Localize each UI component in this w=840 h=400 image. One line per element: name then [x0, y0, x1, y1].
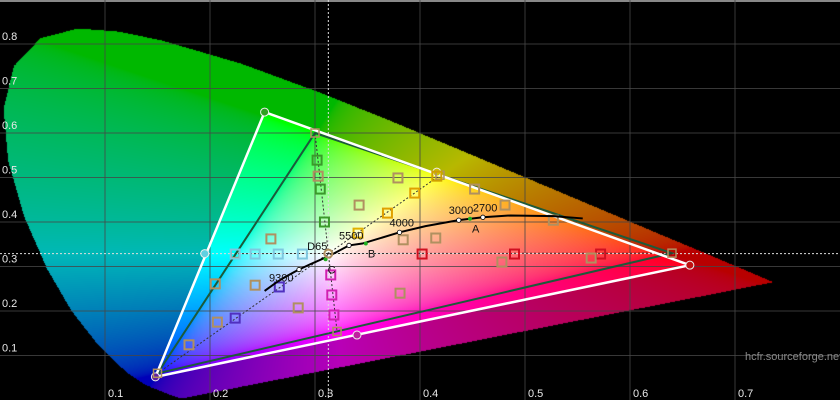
reference-magenta-target [332, 326, 342, 337]
illuminant-point [363, 241, 368, 246]
saturation-target-square [392, 172, 404, 184]
x-tick-label: 0.2 [213, 388, 228, 400]
y-tick-label: 0.7 [2, 76, 17, 88]
saturation-target-square [183, 339, 195, 351]
reference-red-target [667, 248, 677, 258]
saturation-target-square [509, 248, 520, 260]
y-tick-label: 0.8 [2, 31, 17, 43]
x-tick-label: 0.1 [108, 388, 123, 400]
saturation-target-square [397, 234, 409, 246]
measured-green-point [260, 107, 270, 117]
y-tick-label: 0.1 [2, 343, 17, 355]
saturation-target-square [265, 233, 277, 245]
saturation-target-square [311, 154, 323, 166]
measured-cyan-point [200, 249, 210, 259]
reference-green-target [310, 128, 320, 138]
illuminant-label: C [328, 264, 336, 276]
measured-red-point [685, 260, 695, 270]
cct-label: 3000 [449, 205, 473, 217]
saturation-target-square [273, 281, 285, 293]
saturation-target-square [353, 199, 365, 211]
y-tick-label: 0.5 [2, 165, 17, 177]
cct-point [480, 214, 486, 220]
saturation-target-square [352, 227, 364, 239]
saturation-target-square [318, 216, 330, 228]
cct-label: 9300 [269, 273, 293, 285]
saturation-target-square [585, 252, 597, 264]
cct-label: 5500 [339, 230, 363, 242]
cct-point [296, 266, 302, 273]
illuminant-label: A [472, 224, 480, 236]
reference-diagonal [314, 132, 338, 332]
planckian-locus-curve [264, 214, 583, 292]
cct-point [346, 242, 352, 249]
illuminant-point [467, 216, 472, 221]
saturation-target-square [381, 207, 393, 219]
saturation-target-square [469, 183, 481, 195]
cct-label: D65 [307, 241, 327, 253]
y-tick-label: 0.4 [2, 209, 17, 221]
y-tick-label: 0.2 [2, 298, 17, 310]
saturation-target-square [394, 287, 406, 299]
saturation-target-square [499, 199, 511, 211]
saturation-target-square [312, 170, 324, 182]
cct-label: 2700 [473, 202, 497, 214]
x-tick-label: 0.7 [738, 388, 753, 400]
white-point-marker [323, 248, 334, 259]
saturation-target-square [292, 302, 304, 314]
illuminant-point [323, 257, 328, 262]
y-tick-label: 0.6 [2, 120, 17, 132]
reference-diagonal [157, 174, 441, 374]
illuminant-label: B [368, 249, 375, 261]
measured-gamut-triangle [153, 110, 695, 379]
cct-point [396, 229, 403, 235]
x-tick-label: 0.3 [318, 388, 333, 400]
reference-blue-target [152, 368, 163, 379]
cct-label: 4000 [390, 217, 414, 229]
saturation-target-square [314, 183, 326, 195]
saturation-target-square [272, 248, 284, 260]
saturation-target-square [296, 248, 308, 260]
saturation-target-square [209, 278, 221, 290]
x-tick-label: 0.5 [528, 388, 543, 400]
reference-gamut-triangle [155, 131, 676, 375]
saturation-target-square [431, 170, 443, 182]
saturation-target-square [430, 232, 442, 244]
saturation-target-square [211, 316, 223, 328]
saturation-target-square [496, 256, 508, 268]
x-tick-label: 0.4 [423, 388, 438, 400]
saturation-target-square [229, 312, 241, 324]
saturation-target-square [249, 279, 261, 291]
saturation-target-square [325, 269, 337, 281]
watermark: hcfr.sourceforge.net [745, 351, 840, 363]
y-tick-label: 0.3 [2, 254, 17, 266]
saturation-target-square [249, 248, 261, 260]
saturation-target-square [328, 309, 340, 321]
saturation-target-square [416, 248, 428, 260]
x-tick-label: 0.6 [633, 388, 648, 400]
saturation-target-square [229, 248, 241, 260]
cct-point [456, 217, 462, 223]
saturation-target-square [409, 187, 421, 199]
saturation-target-square [326, 289, 338, 301]
measured-magenta-point [352, 330, 362, 340]
